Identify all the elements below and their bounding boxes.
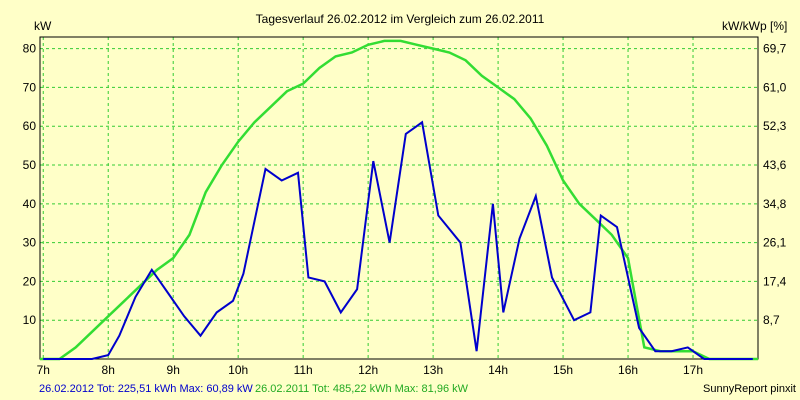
x-tick-label: 14h [488, 363, 508, 377]
credit-label: SunnyReport pinxit [703, 383, 796, 395]
y-tick-label-left: 20 [23, 274, 37, 288]
y-tick-label-right: 43,6 [763, 158, 787, 172]
x-tick-label: 16h [618, 363, 638, 377]
y-tick-label-left: 10 [23, 313, 37, 327]
y-axis-left-label: kW [34, 19, 52, 33]
x-tick-label: 15h [553, 363, 573, 377]
x-tick-label: 9h [167, 363, 180, 377]
y-tick-label-right: 61,0 [763, 80, 787, 94]
y-tick-label-left: 50 [23, 158, 37, 172]
y-tick-label-right: 52,3 [763, 119, 787, 133]
y-tick-label-left: 70 [23, 80, 37, 94]
x-tick-label: 11h [294, 363, 313, 377]
x-tick-label: 13h [423, 363, 443, 377]
series-line-26-02-2011 [40, 39, 758, 361]
y-tick-label-left: 40 [23, 197, 37, 211]
x-tick-label: 7h [37, 363, 50, 377]
y-tick-label-right: 17,4 [763, 274, 787, 288]
plot-frame [39, 36, 759, 360]
legend-series-2011: 26.02.2011 Tot: 485,22 kWh Max: 81,96 kW [255, 383, 469, 395]
y-tick-label-left: 30 [23, 236, 37, 250]
x-tick-label: 10h [228, 363, 248, 377]
chart-title: Tagesverlauf 26.02.2012 im Vergleich zum… [256, 12, 545, 26]
y-axis-right-label: kW/kWp [%] [722, 19, 787, 33]
y-tick-label-right: 8,7 [763, 313, 780, 327]
y-tick-label-left: 80 [23, 42, 37, 56]
legend-series-2012: 26.02.2012 Tot: 225,51 kWh Max: 60,89 kW [39, 383, 253, 395]
y-tick-label-right: 34,8 [763, 197, 787, 211]
x-tick-label: 17h [683, 363, 703, 377]
y-tick-label-left: 60 [23, 119, 37, 133]
x-tick-label: 8h [102, 363, 115, 377]
y-tick-label-right: 69,7 [763, 42, 787, 56]
y-tick-label-right: 26,1 [763, 236, 787, 250]
x-tick-label: 12h [358, 363, 378, 377]
series-line-26-02-2012 [43, 120, 753, 360]
